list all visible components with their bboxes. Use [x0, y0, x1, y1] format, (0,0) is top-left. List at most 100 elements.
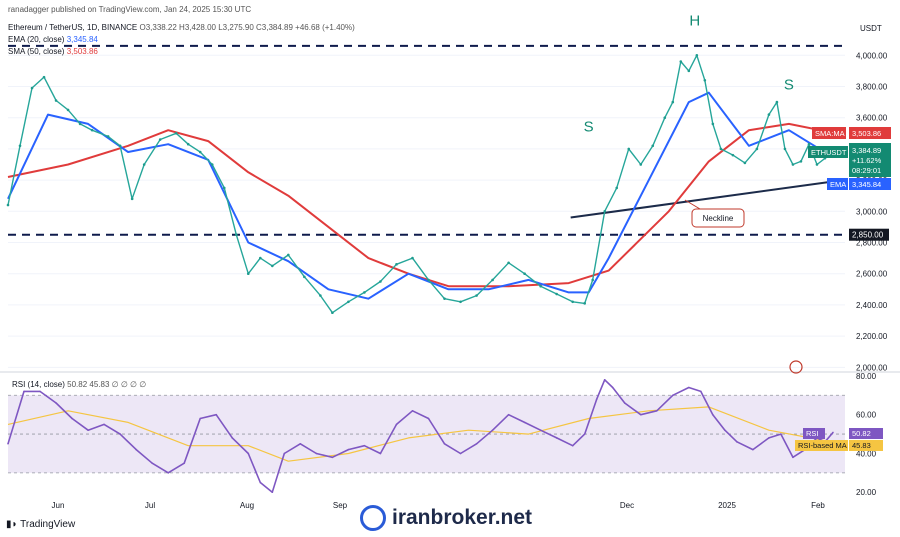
- price-point: [331, 311, 334, 315]
- sma-legend-value: 3,503.86: [66, 47, 98, 56]
- price-point: [66, 108, 70, 112]
- tradingview-logo[interactable]: ▮◗ TradingView: [6, 519, 75, 530]
- rsi-line: [7, 378, 834, 494]
- rsi-point: [671, 394, 674, 397]
- rsi-point: [752, 448, 754, 451]
- price-point: [78, 122, 82, 126]
- rsi-point: [780, 433, 782, 435]
- rsi-point: [611, 386, 614, 389]
- rsi-point: [688, 386, 690, 389]
- sma-legend[interactable]: SMA (50, close) 3,503.86: [8, 47, 98, 56]
- price-point: [539, 284, 542, 288]
- time-axis-label: Jun: [52, 501, 65, 510]
- tradingview-icon: ▮◗: [6, 519, 21, 530]
- rsi-point: [595, 398, 598, 400]
- rsi-point: [151, 462, 153, 464]
- rsi-point: [135, 448, 137, 451]
- rsi-point: [103, 423, 105, 426]
- rsi-tick-label: 20.00: [856, 488, 877, 497]
- price-tick-label: 2,200.00: [856, 332, 888, 341]
- alert-bolt-icon: [789, 360, 803, 374]
- rsi-point: [183, 462, 186, 464]
- rsi-point: [271, 491, 274, 494]
- price-point: [90, 128, 94, 132]
- ethusdt-tag-label: ETHUSDT: [811, 148, 847, 157]
- pattern-label-s: S: [784, 77, 794, 94]
- price-point: [731, 153, 735, 157]
- rsi-legend[interactable]: RSI (14, close) 50.82 45.83 ∅ ∅ ∅ ∅: [12, 380, 146, 389]
- ema-tag-value-bg: [849, 178, 891, 190]
- price-point: [743, 161, 747, 165]
- rsi-point: [167, 472, 169, 474]
- price-point: [186, 142, 190, 146]
- price-point: [30, 86, 34, 90]
- rsi-point: [768, 437, 770, 439]
- rsi-point: [411, 409, 414, 412]
- rsi-tick-label: 60.00: [856, 411, 877, 420]
- time-axis-label: Aug: [240, 501, 254, 510]
- rsi-point: [571, 444, 574, 447]
- neckline-callout: [691, 208, 745, 228]
- pattern-label-s: S: [584, 119, 594, 136]
- rsi-point: [215, 413, 218, 416]
- rsi-point: [459, 452, 462, 455]
- price-point: [627, 147, 631, 151]
- rsi-point: [475, 442, 478, 445]
- rsi-point: [7, 442, 9, 445]
- ema-tag-value: 3,345.84: [852, 180, 881, 189]
- rsi-legend-values: 50.82 45.83 ∅ ∅ ∅ ∅: [67, 380, 147, 389]
- price-tick-label: 3,800.00: [856, 82, 888, 91]
- rsi-point: [347, 448, 350, 451]
- price-tick-label: 2,800.00: [856, 239, 888, 248]
- price-point: [158, 138, 162, 141]
- rsi-point: [539, 429, 542, 431]
- sma-tag-label-bg: [812, 127, 846, 139]
- price-point: [475, 294, 478, 297]
- sma-tag-label: SMA:MA: [815, 129, 845, 138]
- rsi-tag-label: RSI: [806, 429, 819, 438]
- rsi-ma-tag-label-bg: [795, 440, 848, 451]
- neckline-label: Neckline: [703, 214, 734, 223]
- publisher-line: ranadagger published on TradingView.com,…: [8, 5, 252, 14]
- price-point: [234, 233, 238, 237]
- price-point: [799, 160, 803, 163]
- rsi-point: [443, 442, 446, 445]
- close-tag-bg: [849, 143, 891, 177]
- price-point: [523, 272, 526, 276]
- rsi-point: [71, 417, 73, 420]
- price-point: [583, 302, 586, 305]
- sma-tag-value: 3,503.86: [852, 129, 881, 138]
- price-point: [271, 264, 274, 268]
- rsi-point: [119, 433, 121, 435]
- price-point: [663, 116, 667, 119]
- rsi-tag-value-bg: [849, 428, 883, 439]
- sma-legend-label: SMA (50, close): [8, 47, 65, 56]
- rsi-point: [299, 442, 302, 445]
- ema-legend[interactable]: EMA (20, close) 3,345.84: [8, 35, 98, 44]
- support-price-tag: [849, 228, 889, 241]
- price-point: [287, 253, 290, 257]
- rsi-ma-tag-value-bg: [849, 440, 883, 451]
- price-point: [106, 135, 110, 138]
- price-point: [443, 297, 446, 300]
- price-point: [711, 122, 715, 126]
- rsi-point: [231, 437, 234, 439]
- rsi-point: [55, 402, 57, 404]
- price-point: [427, 278, 430, 282]
- price-point: [174, 131, 178, 135]
- rsi-ma-line: [7, 406, 834, 462]
- time-axis-label: Jul: [145, 501, 155, 510]
- close-price: 3,384.89: [852, 146, 881, 155]
- price-tick-label: 4,000.00: [856, 51, 888, 60]
- neckline-pointer: [684, 199, 701, 210]
- rsi-tick-label: 40.00: [856, 449, 877, 458]
- rsi-point: [283, 452, 286, 455]
- price-tick-label: 2,400.00: [856, 301, 888, 310]
- countdown: 08:29:01: [852, 166, 881, 175]
- rsi-point: [583, 433, 586, 435]
- watermark-logo-icon: [360, 505, 386, 531]
- rsi-point: [199, 417, 202, 420]
- price-point: [18, 144, 22, 148]
- price-point: [347, 300, 350, 304]
